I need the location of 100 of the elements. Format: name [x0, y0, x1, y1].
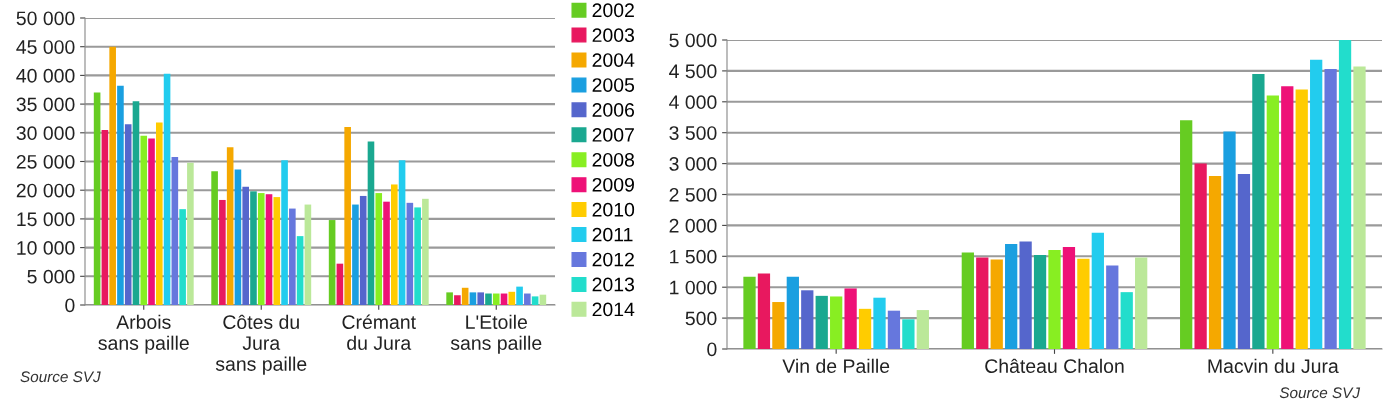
bar — [414, 207, 421, 305]
y-tick-label: 40 000 — [16, 68, 75, 83]
bar — [1353, 66, 1366, 349]
y-tick-label: 3 500 — [669, 126, 717, 140]
bar — [990, 259, 1003, 349]
bar — [1005, 243, 1018, 349]
y-tick-label: 5 000 — [27, 269, 75, 284]
y-tick-label: 2 500 — [669, 187, 717, 202]
x-tick-label: Château Chalon — [985, 358, 1124, 373]
bar — [1295, 89, 1308, 349]
legend-label: 2003 — [592, 28, 635, 43]
y-tick-label: 35 000 — [16, 97, 75, 112]
bar — [772, 302, 785, 349]
bar — [887, 310, 901, 349]
bar — [281, 160, 288, 305]
bar — [242, 186, 250, 305]
legend-label: 2008 — [592, 152, 635, 167]
bar — [383, 201, 390, 305]
bar — [336, 263, 344, 305]
bar — [1252, 73, 1265, 349]
bar — [1223, 131, 1236, 349]
y-tick-label: 25 000 — [16, 154, 75, 169]
bar — [961, 252, 974, 349]
bar — [1120, 292, 1133, 349]
bar — [902, 319, 915, 349]
bar — [830, 296, 843, 349]
bar — [132, 101, 140, 305]
bar — [124, 124, 132, 305]
bar — [171, 156, 179, 305]
bar — [757, 273, 771, 349]
bar — [226, 147, 234, 305]
bar — [524, 293, 531, 305]
bar — [1106, 265, 1119, 349]
y-tick-label: 0 — [65, 298, 75, 313]
bar — [422, 198, 429, 305]
y-tick-label: 5 000 — [669, 33, 717, 48]
x-tick-label: Arbois sans paille — [98, 314, 189, 354]
bar — [140, 135, 148, 305]
bar — [1208, 175, 1222, 349]
bar — [916, 310, 929, 349]
bar — [273, 197, 281, 305]
x-tick-label: Vin de Paille — [782, 358, 890, 373]
bar — [328, 220, 336, 305]
bar — [352, 204, 359, 305]
y-tick-label: 1 000 — [670, 280, 717, 295]
source-note: Source SVJ — [20, 371, 101, 383]
y-tick-label: 10 000 — [17, 241, 75, 255]
y-tick-label: 1 500 — [670, 249, 717, 264]
y-tick-label: 20 000 — [16, 183, 75, 198]
bar — [1237, 174, 1251, 349]
legend-label: 2007 — [592, 128, 634, 142]
legend-label: 2006 — [592, 103, 635, 117]
bar — [1338, 40, 1352, 349]
bar — [250, 191, 257, 305]
bar — [367, 141, 375, 305]
bar — [390, 184, 398, 305]
bar — [844, 288, 857, 349]
bar — [743, 276, 756, 349]
bar — [375, 193, 383, 305]
bar — [454, 295, 461, 305]
bar — [257, 193, 265, 305]
y-tick-label: 50 000 — [16, 11, 75, 26]
bar — [179, 209, 186, 305]
x-tick-label: Macvin du Jura — [1208, 358, 1339, 373]
bar — [516, 286, 523, 305]
bar — [219, 199, 226, 305]
bar — [815, 295, 828, 349]
legend-label: 2004 — [592, 53, 635, 67]
y-tick-label: 30 000 — [16, 126, 75, 141]
bar — [163, 73, 171, 305]
bar — [1266, 95, 1279, 349]
bar — [155, 122, 163, 305]
x-tick-label: Côtes du Jura sans paille — [215, 314, 307, 375]
bar — [148, 138, 155, 305]
bar — [1324, 69, 1337, 349]
bar — [786, 276, 799, 349]
y-tick-label: 500 — [685, 311, 717, 326]
x-tick-label: L'Etoile sans paille — [450, 314, 542, 354]
bar — [234, 169, 242, 305]
bar — [211, 171, 218, 305]
x-tick-label: Crémant du Jura — [342, 314, 416, 350]
bar — [109, 46, 116, 305]
legend-label: 2013 — [592, 277, 635, 292]
bar — [858, 308, 872, 349]
bar — [531, 296, 539, 305]
y-tick-label: 4 500 — [669, 64, 717, 79]
bar — [446, 292, 453, 305]
bar — [801, 290, 814, 349]
bar — [1180, 120, 1193, 349]
bar — [1281, 86, 1294, 349]
bar — [1033, 255, 1047, 349]
bar — [117, 85, 124, 305]
legend-label: 2009 — [592, 177, 634, 192]
bar — [93, 92, 101, 305]
bar — [1019, 241, 1032, 349]
bar — [1077, 258, 1090, 349]
y-tick-label: 2 000 — [669, 218, 717, 233]
bar — [359, 195, 367, 305]
bar — [406, 202, 414, 305]
bar — [976, 257, 989, 349]
